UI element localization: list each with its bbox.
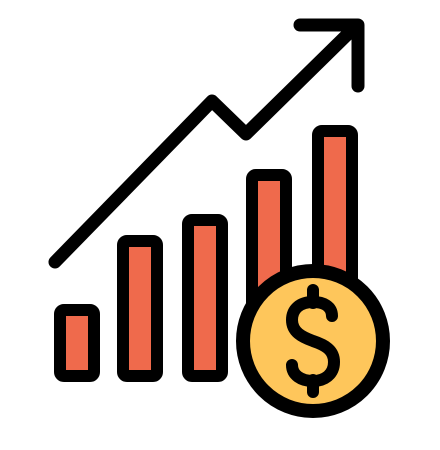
arrow-head	[293, 18, 365, 93]
dollar-coin-icon	[236, 264, 390, 418]
bar-1	[54, 304, 100, 382]
trend-line	[48, 20, 362, 269]
trend-arrow-icon	[48, 18, 365, 269]
bar-3	[182, 214, 228, 382]
dollar-sign-icon	[286, 284, 340, 398]
bar-2	[117, 235, 163, 382]
